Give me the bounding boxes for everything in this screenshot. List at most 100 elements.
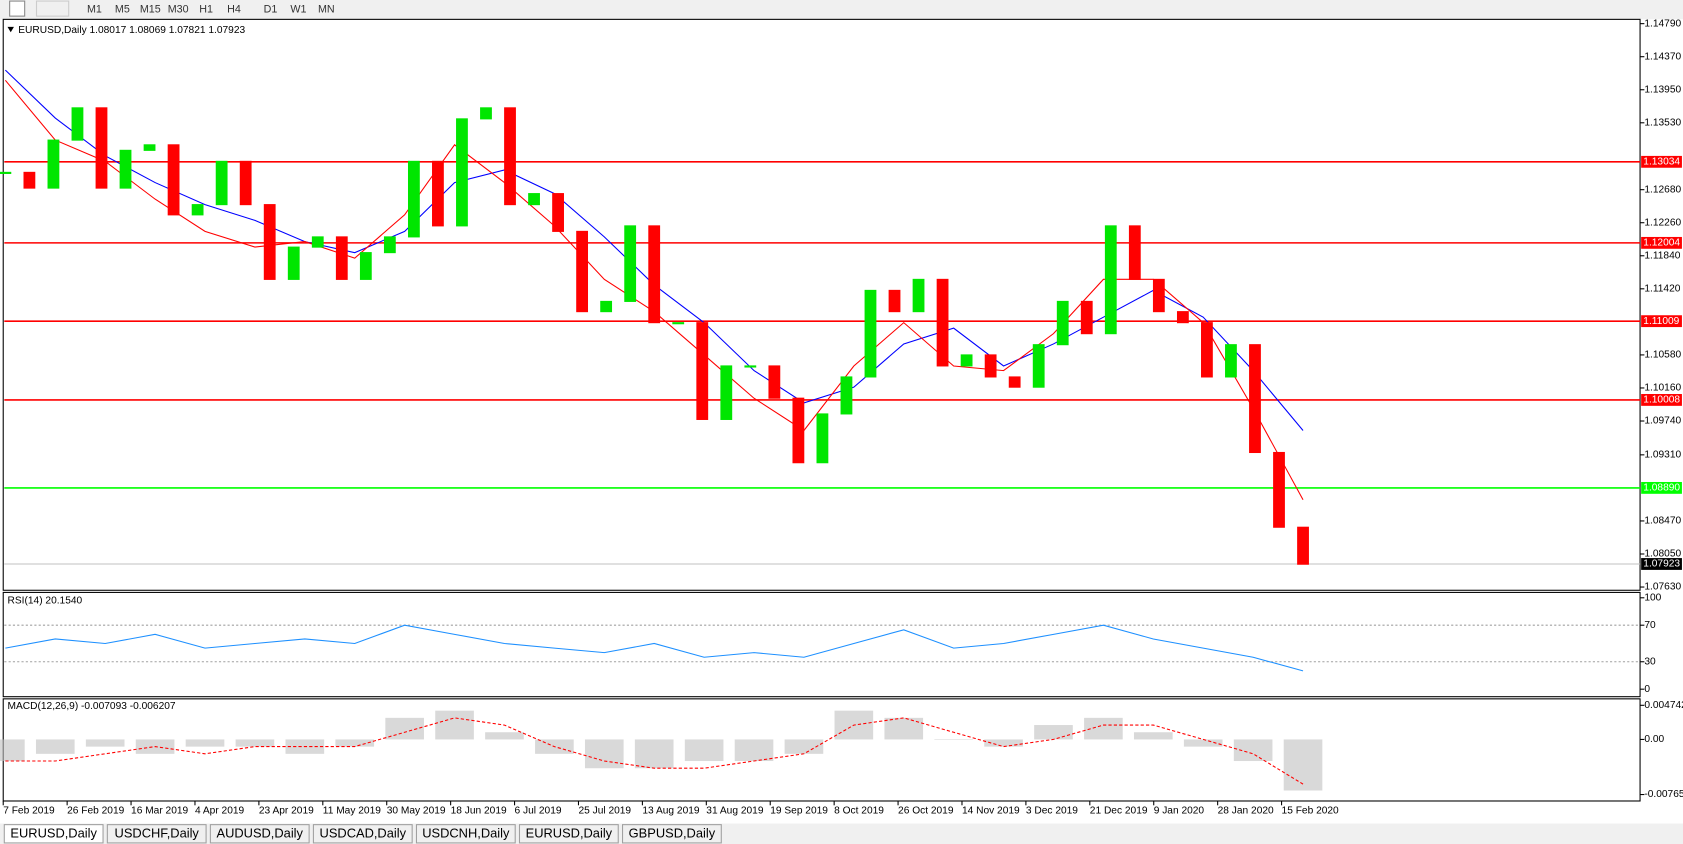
y-tick-label: 0.00 — [1644, 734, 1664, 745]
candle — [1008, 376, 1021, 388]
timeframe-button[interactable]: M30 — [168, 4, 189, 16]
toolbar — [0, 0, 1683, 20]
tab[interactable] — [415, 824, 516, 844]
candle — [1056, 300, 1069, 346]
macd-bar — [1084, 717, 1123, 740]
tab-label[interactable]: GBPUSD,Daily — [629, 826, 716, 841]
timeframes: M1 M5 M15 M30 H1 H4 D1 W1 MN — [87, 4, 335, 16]
candle — [383, 236, 396, 254]
timeframe-button[interactable]: D1 — [264, 4, 278, 16]
x-tick-label: 4 Apr 2019 — [195, 805, 245, 816]
y-tick-label: 70 — [1644, 620, 1656, 631]
candle — [1152, 278, 1165, 313]
x-tick-label: 30 May 2019 — [387, 805, 446, 816]
tab[interactable] — [622, 824, 722, 844]
x-tick-label: 9 Jan 2020 — [1154, 805, 1205, 816]
macd-bar — [185, 739, 225, 747]
candle — [71, 107, 84, 141]
x-tick-label: 25 Jul 2019 — [578, 805, 631, 816]
y-tick-label: 1.11420 — [1644, 284, 1680, 295]
tab-label[interactable]: EURUSD,Daily — [526, 826, 613, 841]
tab[interactable] — [312, 824, 413, 844]
timeframe-button[interactable]: MN — [318, 4, 335, 16]
candle — [888, 289, 901, 313]
y-tick-label: -0.007656 — [1644, 789, 1683, 800]
candle — [263, 204, 276, 280]
candle — [720, 365, 733, 420]
y-tick-label: 1.11840 — [1644, 250, 1680, 261]
macd-bar — [85, 739, 125, 747]
tab[interactable] — [518, 824, 619, 844]
tab[interactable] — [3, 824, 104, 844]
timeframe-button[interactable]: M15 — [140, 4, 161, 16]
candle — [311, 236, 324, 248]
timeframe-button[interactable]: H1 — [199, 4, 213, 16]
y-tick-label: 1.13530 — [1644, 117, 1681, 128]
rsi-panel — [2, 591, 1641, 698]
candle — [768, 365, 781, 399]
macd-bar — [35, 739, 75, 754]
x-tick-label: 11 May 2019 — [323, 805, 381, 816]
macd-bar — [435, 710, 474, 740]
price-level-label: 1.07923 — [1643, 559, 1680, 570]
tab-label[interactable]: AUDUSD,Daily — [217, 826, 304, 841]
x-tick-label: 14 Nov 2019 — [962, 805, 1020, 816]
x-tick-label: 13 Aug 2019 — [642, 805, 700, 816]
macd-bar — [734, 739, 774, 762]
candle — [600, 300, 613, 313]
candle — [287, 246, 300, 280]
macd-bar — [684, 739, 724, 762]
panel-title: MACD(12,26,9) -0.007093 -0.006207 — [8, 701, 176, 712]
timeframe-button[interactable]: H4 — [227, 4, 241, 16]
price-level-box — [1641, 315, 1682, 328]
macd-signal — [5, 717, 1304, 785]
tab-label[interactable]: USDCNH,Daily — [422, 826, 510, 841]
x-tick-label: 26 Oct 2019 — [898, 805, 954, 816]
y-tick-label: 1.14370 — [1644, 51, 1681, 62]
candle — [456, 118, 468, 227]
tab-label[interactable]: USDCAD,Daily — [320, 826, 407, 841]
tool-button[interactable] — [9, 0, 26, 17]
plots: EURUSD,Daily 1.08017 1.08069 1.07821 1.0… — [0, 18, 1683, 816]
candle — [1201, 322, 1213, 378]
macd-bar — [984, 739, 1023, 747]
candle — [335, 236, 348, 280]
candle — [215, 160, 228, 206]
candle — [504, 107, 516, 206]
timeframe-button[interactable]: M5 — [115, 4, 130, 16]
x-tick-label: 19 Sep 2019 — [770, 805, 828, 816]
macd-bar — [584, 739, 624, 769]
x-tick-label: 15 Feb 2020 — [1282, 805, 1339, 816]
candle — [1249, 344, 1261, 454]
candle — [1225, 344, 1237, 378]
x-tick-label: 26 Feb 2019 — [67, 805, 124, 816]
x-tick-label: 3 Dec 2019 — [1026, 805, 1078, 816]
macd-bar — [335, 739, 375, 747]
tab-label[interactable]: USDCHF,Daily — [115, 826, 200, 841]
timeframe-button[interactable]: M1 — [87, 4, 102, 16]
tab[interactable] — [106, 824, 207, 844]
tab[interactable] — [209, 824, 310, 844]
candle — [359, 252, 372, 280]
timeframe-button[interactable]: W1 — [290, 4, 306, 16]
macd-bar — [634, 739, 674, 769]
tab-label[interactable]: EURUSD,Daily — [10, 826, 97, 841]
y-tick-label: 1.09740 — [1644, 416, 1681, 427]
x-tick-label: 31 Aug 2019 — [706, 805, 764, 816]
tool-button[interactable] — [35, 0, 70, 17]
x-tick-label: 7 Feb 2019 — [3, 805, 55, 816]
price-level-box — [1641, 558, 1682, 570]
candle — [864, 289, 877, 378]
candle — [432, 160, 444, 227]
candle — [648, 225, 661, 324]
candle — [912, 278, 925, 313]
candle — [1297, 526, 1309, 565]
candle — [95, 107, 108, 189]
macd-bar — [1283, 739, 1323, 791]
macd-bar — [485, 732, 524, 740]
candle — [239, 160, 252, 206]
price-level-box — [1641, 394, 1682, 406]
main-panel — [2, 18, 1641, 591]
chart-window — [0, 19, 1683, 825]
